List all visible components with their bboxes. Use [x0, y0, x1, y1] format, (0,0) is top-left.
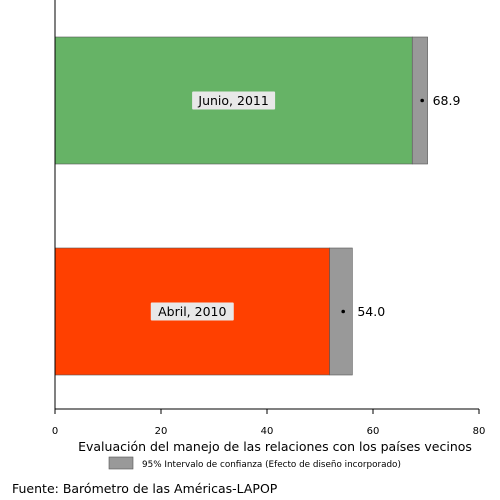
x-tick-label: 40	[261, 426, 274, 437]
x-ticks: 0 20 40 60 80	[52, 409, 486, 437]
legend: 95% Intervalo de confianza (Efecto de di…	[108, 456, 401, 470]
bars-layer: 68.9 Junio, 2011 54.0 Abril, 2010	[54, 36, 461, 376]
ci-box	[411, 36, 428, 165]
point-estimate-dot	[341, 309, 346, 314]
x-tick-label: 60	[367, 426, 380, 437]
ci-box	[329, 247, 353, 376]
category-label-bg	[150, 302, 234, 321]
x-axis-title: Evaluación del manejo de las relaciones …	[78, 439, 472, 454]
category-label: Abril, 2010	[158, 304, 226, 319]
x-tick-label: 80	[473, 426, 486, 437]
category-label: Junio, 2011	[197, 93, 268, 108]
point-estimate-dot	[420, 98, 424, 103]
legend-swatch	[108, 456, 134, 470]
category-label-bg	[192, 91, 276, 110]
value-label: 68.9	[433, 93, 461, 108]
x-tick-label: 0	[52, 426, 58, 437]
value-label: 54.0	[357, 304, 385, 319]
x-tick-label: 20	[155, 426, 168, 437]
legend-label: 95% Intervalo de confianza (Efecto de di…	[142, 460, 401, 470]
source-note: Fuente: Barómetro de las Américas-LAPOP	[12, 481, 278, 496]
